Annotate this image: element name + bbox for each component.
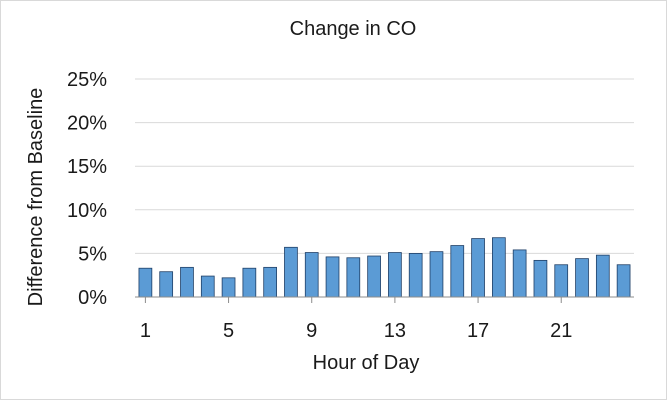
bar <box>512 249 527 298</box>
y-tick-label: 5% <box>78 243 107 265</box>
bar <box>575 258 589 298</box>
gridlines <box>135 78 634 254</box>
bar <box>616 264 631 298</box>
chart-title: Change in CO <box>290 18 417 40</box>
y-axis-ticks: 0% 5% 10% 15% 20% 25% <box>67 69 107 309</box>
x-tick-label: 21 <box>550 320 572 342</box>
bar <box>554 264 569 298</box>
bar <box>284 246 298 298</box>
bar <box>367 255 381 298</box>
y-tick-label: 10% <box>67 200 107 222</box>
bar <box>346 257 361 298</box>
bar <box>180 266 194 298</box>
bar <box>471 238 485 298</box>
bar <box>263 266 277 298</box>
y-tick-label: 15% <box>67 156 107 178</box>
x-tick-label: 13 <box>384 320 406 342</box>
x-tick-label: 5 <box>223 320 234 342</box>
bar <box>242 267 257 298</box>
bars <box>138 237 631 298</box>
bar <box>138 267 153 298</box>
y-axis-label: Difference from Baseline <box>25 88 47 307</box>
x-tick-label: 1 <box>140 320 151 342</box>
bar <box>200 275 215 298</box>
bar <box>533 259 548 298</box>
x-axis-ticks: 1 5 9 13 17 21 <box>140 297 572 342</box>
bar <box>408 252 423 298</box>
y-tick-label: 20% <box>67 113 107 135</box>
bar <box>325 256 340 298</box>
bar <box>388 252 402 298</box>
x-axis-label: Hour of Day <box>313 352 420 374</box>
bar <box>221 277 236 298</box>
y-tick-label: 25% <box>67 69 107 91</box>
y-tick-label: 0% <box>78 287 107 309</box>
x-tick-label: 9 <box>306 320 317 342</box>
x-tick-label: 17 <box>467 320 489 342</box>
bar <box>595 254 610 298</box>
bar <box>429 251 444 298</box>
bar <box>450 245 465 298</box>
bar <box>492 237 506 298</box>
bar <box>304 252 319 298</box>
bar <box>159 271 174 298</box>
